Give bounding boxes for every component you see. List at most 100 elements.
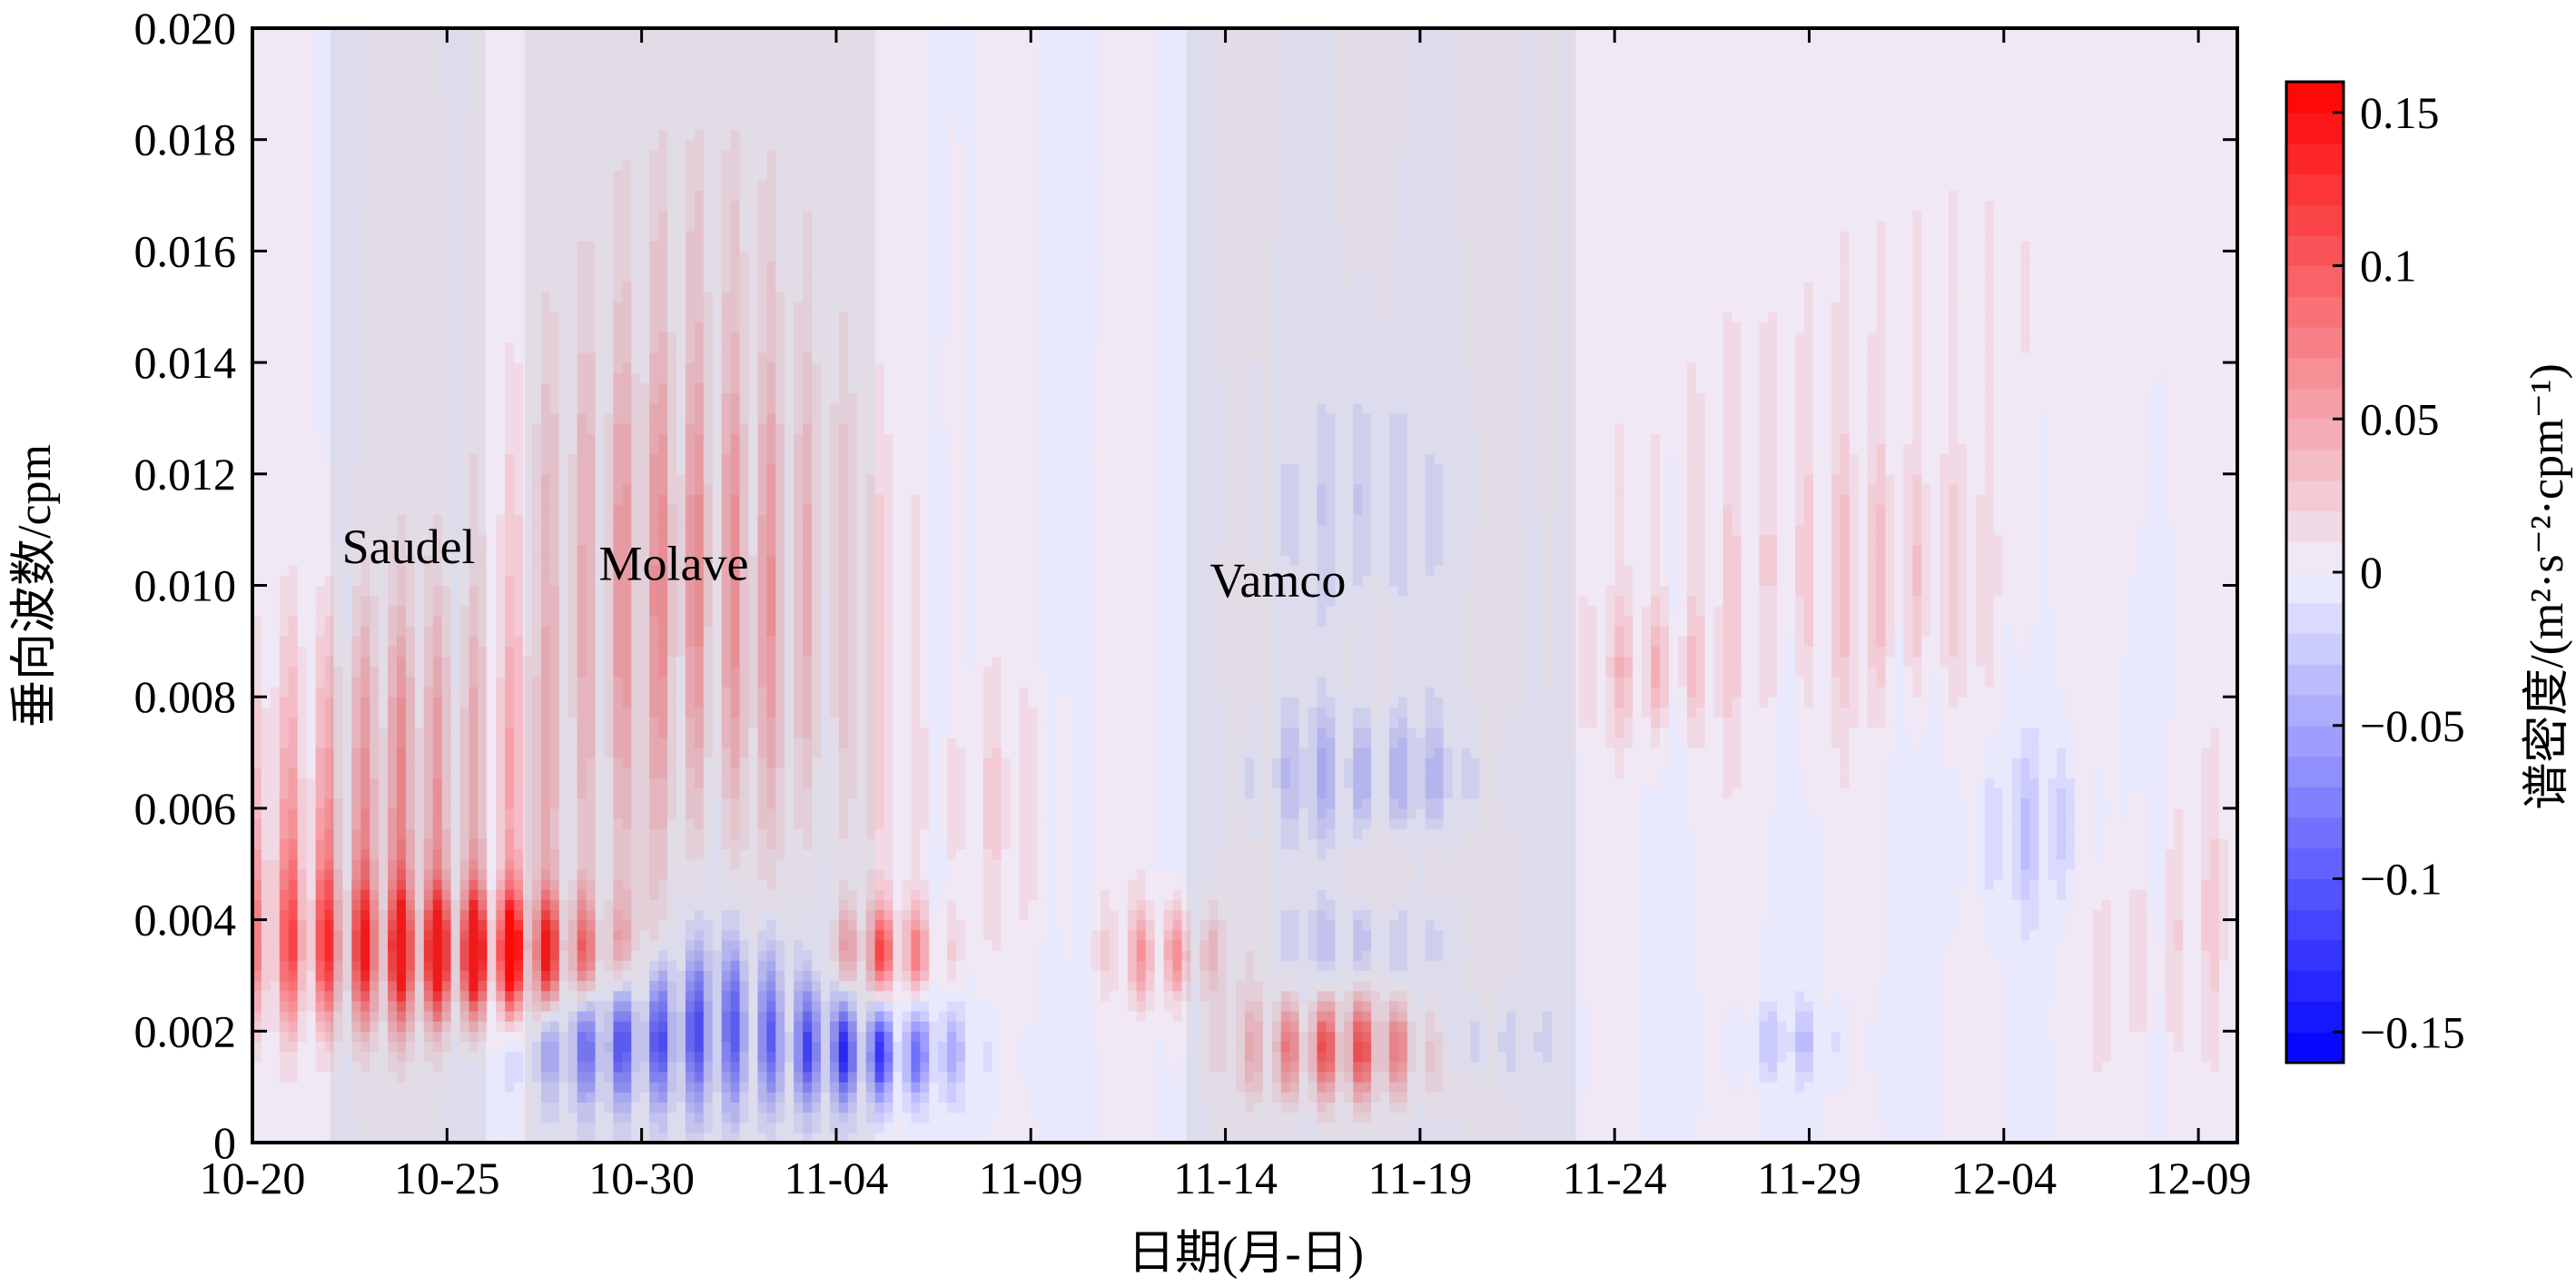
heatmap-cell bbox=[505, 636, 515, 648]
heatmap-cell bbox=[279, 818, 290, 829]
heatmap-cell bbox=[297, 787, 308, 799]
heatmap-cell bbox=[505, 483, 515, 495]
heatmap-cell bbox=[487, 848, 497, 860]
heatmap-cell bbox=[279, 473, 290, 485]
heatmap-cell bbox=[315, 676, 326, 688]
heatmap-cell bbox=[306, 1102, 317, 1114]
heatmap-cell bbox=[261, 777, 271, 789]
heatmap-cell bbox=[487, 727, 497, 738]
heatmap-cell bbox=[297, 919, 308, 931]
heatmap-cell bbox=[252, 180, 262, 192]
heatmap-cell bbox=[306, 68, 317, 80]
heatmap-cell bbox=[496, 58, 506, 70]
heatmap-cell bbox=[487, 1051, 497, 1063]
heatmap-cell bbox=[333, 1061, 343, 1073]
heatmap-cell bbox=[351, 220, 361, 232]
heatmap-cell bbox=[279, 1132, 290, 1143]
heatmap-cell bbox=[333, 1051, 343, 1063]
heatmap-cell bbox=[487, 838, 497, 850]
heatmap-cell bbox=[297, 1010, 308, 1022]
heatmap-cell bbox=[315, 889, 326, 900]
heatmap-cell bbox=[333, 443, 343, 455]
heatmap-cell bbox=[315, 200, 326, 212]
heatmap-cell bbox=[297, 220, 308, 232]
heatmap-cell bbox=[288, 1092, 299, 1103]
heatmap-cell bbox=[288, 129, 299, 141]
heatmap-cell bbox=[306, 231, 317, 242]
heatmap-cell bbox=[288, 48, 299, 60]
heatmap-cell bbox=[252, 372, 262, 383]
heatmap-cell bbox=[505, 78, 515, 90]
heatmap-cell bbox=[288, 494, 299, 505]
heatmap-cell bbox=[496, 68, 506, 80]
heatmap-cell bbox=[360, 1122, 370, 1134]
heatmap-cell bbox=[360, 626, 370, 637]
heatmap-cell bbox=[351, 504, 361, 516]
heatmap-cell bbox=[342, 1031, 352, 1043]
heatmap-cell bbox=[333, 777, 343, 789]
heatmap-cell bbox=[514, 231, 524, 242]
heatmap-cell bbox=[505, 950, 515, 961]
heatmap-cell bbox=[297, 1051, 308, 1063]
heatmap-cell bbox=[505, 514, 515, 526]
heatmap-cell bbox=[487, 453, 497, 465]
heatmap-cell bbox=[496, 534, 506, 546]
heatmap-cell bbox=[487, 950, 497, 961]
heatmap-cell bbox=[279, 1082, 290, 1093]
heatmap-cell bbox=[306, 514, 317, 526]
heatmap-cell bbox=[288, 950, 299, 961]
heatmap-cell bbox=[270, 636, 281, 648]
heatmap-cell bbox=[315, 149, 326, 161]
heatmap-cell bbox=[297, 190, 308, 202]
heatmap-cell bbox=[297, 1031, 308, 1043]
heatmap-cell bbox=[315, 392, 326, 404]
heatmap-cell bbox=[351, 28, 361, 39]
heatmap-cell bbox=[288, 139, 299, 151]
heatmap-cell bbox=[324, 351, 335, 363]
heatmap-cell bbox=[351, 261, 361, 272]
heatmap-cell bbox=[261, 210, 271, 222]
heatmap-cell bbox=[514, 200, 524, 212]
heatmap-cell bbox=[288, 231, 299, 242]
heatmap-cell bbox=[270, 28, 281, 39]
heatmap-cell bbox=[315, 443, 326, 455]
heatmap-cell bbox=[279, 1061, 290, 1073]
heatmap-cell bbox=[297, 1082, 308, 1093]
heatmap-cell bbox=[496, 585, 506, 597]
heatmap-cell bbox=[324, 38, 335, 49]
heatmap-cell bbox=[261, 1082, 271, 1093]
heatmap-cell bbox=[496, 261, 506, 272]
heatmap-cell bbox=[487, 929, 497, 941]
heatmap-cell bbox=[315, 129, 326, 141]
heatmap-cell bbox=[306, 828, 317, 839]
heatmap-cell bbox=[333, 402, 343, 414]
heatmap-cell bbox=[279, 1112, 290, 1124]
heatmap-cell bbox=[261, 797, 271, 809]
heatmap-cell bbox=[288, 878, 299, 890]
heatmap-cell bbox=[496, 980, 506, 992]
heatmap-cell bbox=[333, 990, 343, 1002]
heatmap-cell bbox=[487, 889, 497, 900]
heatmap-cell bbox=[279, 463, 290, 475]
heatmap-cell bbox=[261, 807, 271, 819]
heatmap-cell bbox=[270, 423, 281, 434]
heatmap-cell bbox=[279, 878, 290, 890]
heatmap-cell bbox=[487, 1122, 497, 1134]
heatmap-cell bbox=[342, 1082, 352, 1093]
heatmap-cell bbox=[297, 504, 308, 516]
heatmap-cell bbox=[351, 119, 361, 131]
heatmap-cell bbox=[333, 271, 343, 282]
heatmap-cell bbox=[351, 889, 361, 900]
heatmap-cell bbox=[252, 149, 262, 161]
heatmap-cell bbox=[487, 960, 497, 971]
heatmap-cell bbox=[279, 899, 290, 911]
heatmap-cell bbox=[279, 220, 290, 232]
heatmap-cell bbox=[342, 78, 352, 90]
heatmap-cell bbox=[288, 707, 299, 718]
heatmap-cell bbox=[252, 585, 262, 597]
heatmap-cell bbox=[505, 504, 515, 516]
heatmap-cell bbox=[360, 1071, 370, 1083]
heatmap-cell bbox=[261, 58, 271, 70]
heatmap-cell bbox=[496, 899, 506, 911]
heatmap-cell bbox=[505, 271, 515, 282]
